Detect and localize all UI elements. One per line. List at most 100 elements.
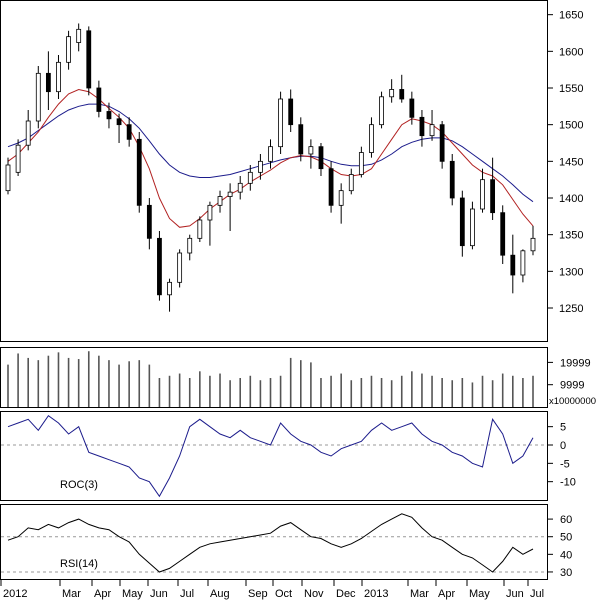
rsi-tick-label: 40 (560, 549, 572, 561)
candle-body-up (227, 191, 233, 197)
candle-body-up (480, 179, 485, 210)
candle (15, 139, 21, 176)
candle-body-up (358, 152, 364, 175)
candle (136, 132, 142, 213)
candle-body-up (197, 219, 203, 239)
x-tick-label: Jul (180, 588, 194, 600)
candle-body-up (167, 281, 172, 296)
candle (429, 110, 435, 141)
candle-body-down (157, 237, 162, 296)
candle-body-up (247, 171, 253, 184)
candle (25, 110, 31, 151)
candle-body-down (298, 124, 304, 155)
candle-body-up (5, 164, 11, 192)
candle-body-down (449, 160, 455, 199)
candle (459, 190, 465, 257)
candle-body-down (399, 89, 405, 100)
candle (5, 157, 11, 195)
candle-body-up (268, 146, 273, 162)
x-tick-label: Mar (62, 588, 81, 600)
candle-body-up (530, 237, 536, 252)
candle (217, 190, 223, 213)
roc-label: ROC(3) (60, 479, 98, 491)
candle-body-up (389, 89, 395, 98)
candle (409, 91, 415, 125)
candle-body-up (15, 144, 21, 173)
price-panel-frame (0, 0, 548, 342)
candle (369, 117, 374, 158)
candle (96, 80, 102, 118)
candle-body-down (409, 98, 415, 118)
volume-multiplier-label: x10000000 (549, 396, 596, 407)
candle (288, 89, 294, 132)
candle (470, 201, 475, 250)
price-tick-label: 1550 (559, 83, 583, 95)
candle-body-up (25, 120, 31, 146)
candle (187, 234, 193, 261)
candle (35, 66, 41, 129)
candle (177, 249, 183, 288)
candle-body-up (348, 174, 354, 192)
x-tick-label: Jun (150, 588, 168, 600)
candle (157, 231, 162, 301)
candle-body-up (76, 28, 82, 43)
price-tick-label: 1500 (559, 120, 583, 132)
candle (399, 74, 405, 103)
candle-body-down (288, 98, 294, 126)
price-tick-label: 1350 (559, 230, 583, 242)
roc-tick-label: 0 (560, 440, 566, 452)
roc-panel-frame (0, 411, 548, 501)
price-tick-label: 1450 (559, 156, 583, 168)
price-tick-label: 1300 (559, 266, 583, 278)
x-tick-label: Nov (304, 588, 324, 600)
rsi-panel-frame (0, 504, 548, 580)
candle-body-down (459, 197, 465, 247)
candle (76, 23, 82, 52)
candle-body-up (278, 98, 283, 148)
candle-body-up (470, 208, 475, 247)
candle (66, 30, 71, 70)
x-tick-label: Oct (275, 588, 292, 600)
candle-body-down (146, 204, 152, 239)
candle-body-up (338, 190, 344, 206)
panel-frames (0, 0, 548, 580)
candle (258, 154, 263, 180)
candle (449, 154, 455, 206)
candle (389, 79, 395, 103)
volume-panel: 9999 19999 (7, 351, 591, 407)
x-axis: 2012 Mar Apr May Jun Jul Aug Sep Oct Nov Dec 2013 Ma… (0, 580, 544, 600)
candle (308, 139, 314, 169)
candle (146, 198, 152, 250)
candle-body-up (177, 252, 183, 283)
candle-body-down (126, 124, 132, 140)
x-tick-label: Apr (438, 588, 455, 600)
candle (318, 143, 324, 176)
x-tick-label: 2013 (364, 588, 388, 600)
candle-body-up (56, 61, 61, 93)
candle-body-up (308, 146, 314, 155)
candle-body-down (318, 146, 324, 170)
candle (480, 168, 485, 213)
candle (45, 51, 51, 110)
candle (86, 26, 92, 96)
candle-body-down (439, 124, 445, 162)
x-tick-label: May (469, 588, 490, 600)
x-tick-label: Dec (336, 588, 356, 600)
x-tick-label: Jun (506, 588, 524, 600)
candle-body-up (520, 250, 526, 276)
candle (247, 165, 253, 191)
x-tick-label: Apr (94, 588, 111, 600)
rsi-tick-label: 60 (560, 514, 572, 526)
candle-body-up (66, 36, 71, 63)
volume-tick-label: 9999 (560, 380, 584, 392)
candle (268, 139, 273, 169)
candle (126, 117, 132, 147)
candle (197, 216, 203, 242)
candle (510, 234, 516, 294)
candle-body-down (45, 72, 51, 93)
candle (500, 205, 506, 264)
candle-body-down (116, 118, 122, 126)
price-tick-label: 1650 (559, 10, 583, 22)
candle (298, 117, 304, 162)
rsi-panel: 60 50 40 30 (1, 513, 572, 579)
